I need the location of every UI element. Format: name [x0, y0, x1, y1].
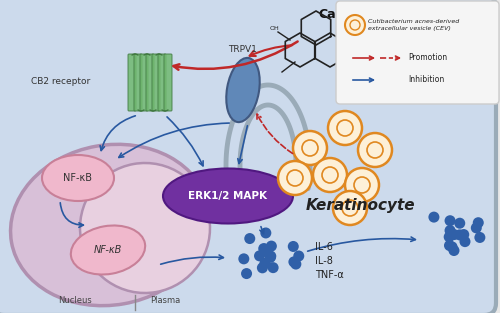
Circle shape: [294, 250, 304, 261]
Ellipse shape: [80, 163, 210, 293]
Circle shape: [268, 262, 278, 273]
Circle shape: [444, 240, 455, 251]
Circle shape: [354, 177, 370, 193]
Circle shape: [238, 253, 250, 264]
Circle shape: [293, 131, 327, 165]
Text: NF-κB: NF-κB: [94, 245, 122, 255]
Text: Keratinocyte: Keratinocyte: [305, 198, 415, 213]
Circle shape: [446, 241, 458, 252]
Circle shape: [345, 15, 365, 35]
Circle shape: [458, 229, 469, 240]
Ellipse shape: [226, 58, 260, 122]
Circle shape: [444, 225, 456, 236]
Circle shape: [259, 244, 270, 254]
Circle shape: [460, 236, 470, 247]
Circle shape: [254, 250, 265, 261]
Circle shape: [288, 241, 299, 252]
Text: NF-κB: NF-κB: [64, 173, 92, 183]
FancyBboxPatch shape: [128, 54, 136, 111]
Circle shape: [260, 258, 270, 269]
Circle shape: [241, 268, 252, 279]
Circle shape: [444, 215, 456, 226]
Text: Plasma: Plasma: [150, 296, 180, 305]
Circle shape: [258, 243, 269, 254]
Circle shape: [322, 167, 338, 183]
Ellipse shape: [163, 168, 293, 223]
Circle shape: [333, 191, 367, 225]
Circle shape: [342, 200, 358, 216]
Text: IL-6
IL-8
TNF-α: IL-6 IL-8 TNF-α: [315, 242, 344, 280]
FancyBboxPatch shape: [140, 54, 148, 111]
Text: ERK1/2 MAPK: ERK1/2 MAPK: [188, 191, 268, 201]
Circle shape: [448, 245, 460, 256]
Text: Nucleus: Nucleus: [58, 296, 92, 305]
FancyBboxPatch shape: [158, 54, 166, 111]
Text: Promotion: Promotion: [408, 54, 447, 63]
Text: Inhibition: Inhibition: [408, 75, 445, 85]
Text: Cutibacterium acnes-derived
extracellular vesicle (CEV): Cutibacterium acnes-derived extracellula…: [368, 19, 459, 31]
FancyBboxPatch shape: [134, 54, 142, 111]
Circle shape: [428, 212, 440, 223]
Text: CB2 receptor: CB2 receptor: [31, 78, 90, 86]
Circle shape: [257, 262, 268, 273]
Circle shape: [350, 20, 360, 30]
Circle shape: [337, 120, 353, 136]
Circle shape: [260, 228, 272, 239]
Circle shape: [448, 229, 460, 240]
Circle shape: [345, 168, 379, 202]
Ellipse shape: [71, 225, 145, 275]
Circle shape: [288, 256, 300, 267]
Circle shape: [266, 241, 277, 252]
Circle shape: [367, 142, 383, 158]
Text: Cannabidiol: Cannabidiol: [319, 8, 401, 21]
Circle shape: [266, 251, 276, 262]
FancyBboxPatch shape: [164, 54, 172, 111]
FancyBboxPatch shape: [336, 1, 499, 104]
Circle shape: [328, 111, 362, 145]
Circle shape: [444, 231, 454, 242]
Circle shape: [262, 246, 272, 257]
FancyBboxPatch shape: [146, 54, 154, 111]
Circle shape: [278, 161, 312, 195]
Circle shape: [358, 133, 392, 167]
Ellipse shape: [42, 155, 114, 201]
Ellipse shape: [10, 144, 209, 306]
Circle shape: [454, 218, 465, 229]
Circle shape: [287, 170, 303, 186]
Circle shape: [454, 229, 465, 240]
Circle shape: [244, 233, 256, 244]
Circle shape: [474, 232, 486, 243]
FancyBboxPatch shape: [152, 54, 160, 111]
Circle shape: [265, 252, 276, 263]
Circle shape: [302, 140, 318, 156]
Circle shape: [290, 259, 302, 269]
Text: TRPV1: TRPV1: [228, 45, 258, 54]
Circle shape: [313, 158, 347, 192]
Circle shape: [471, 222, 482, 233]
Circle shape: [473, 217, 484, 228]
Text: OH: OH: [269, 26, 279, 31]
